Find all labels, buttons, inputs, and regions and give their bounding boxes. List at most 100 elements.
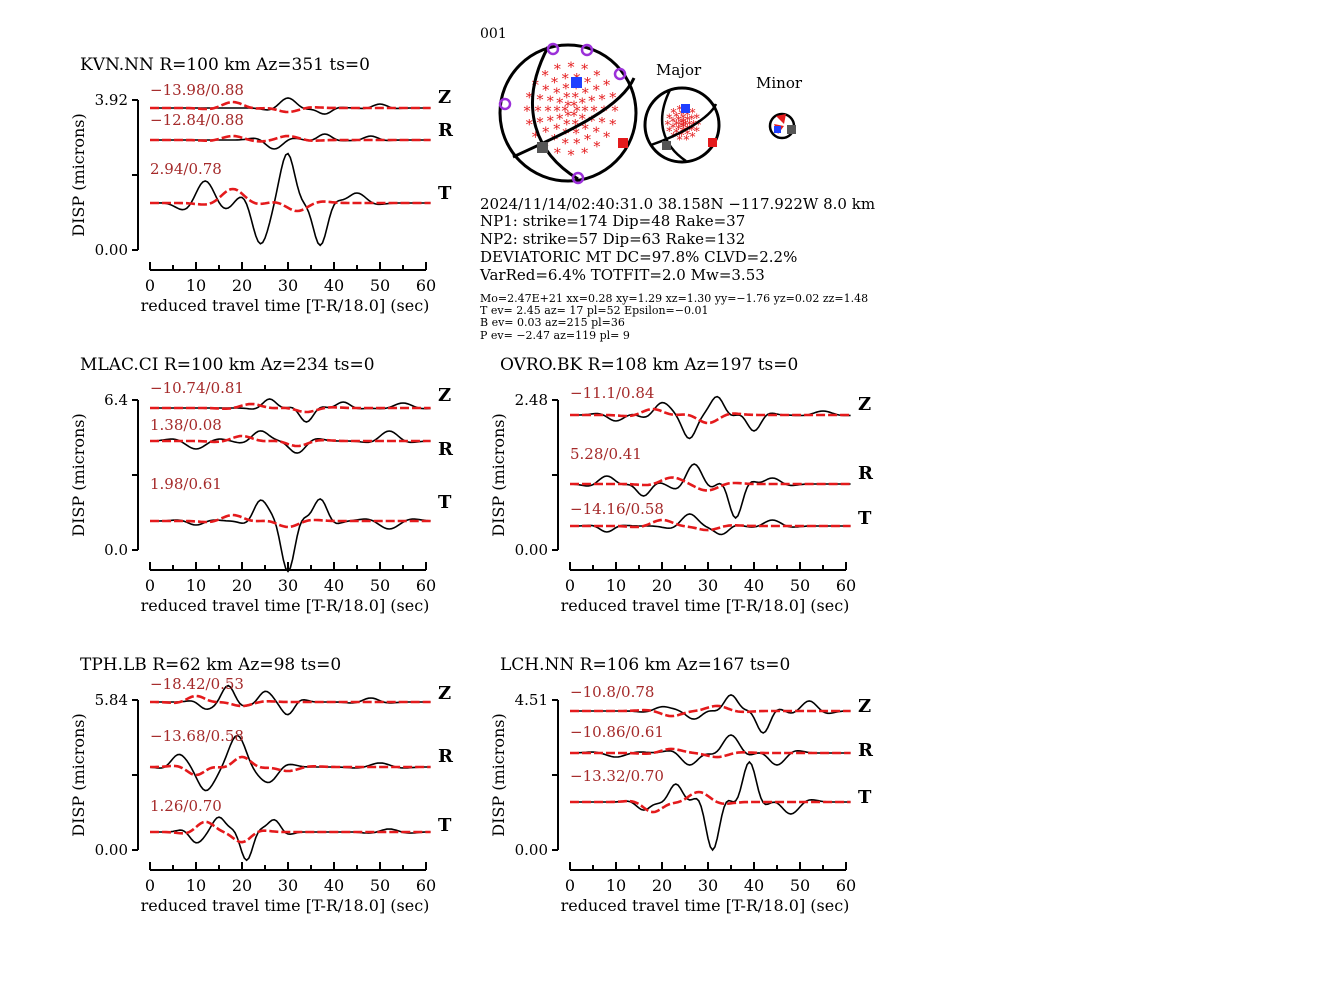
compression-star: *	[582, 86, 589, 102]
synthetic-trace-z	[570, 407, 851, 425]
b-eigenvector-text: B ev= 0.03 az=215 pl=36	[480, 316, 625, 329]
x-axis-label: reduced travel time [T-R/18.0] (sec)	[561, 896, 850, 915]
x-tick-label: 60	[836, 876, 856, 895]
trace-annotation: −10.74/0.81	[150, 379, 244, 397]
deviatoric-text: DEVIATORIC MT DC=97.8% CLVD=2.2%	[480, 248, 797, 266]
compression-star: *	[553, 122, 560, 138]
compression-star: *	[674, 118, 680, 132]
component-label: T	[858, 508, 872, 529]
synthetic-trace-r	[150, 134, 431, 143]
compression-star: *	[551, 133, 558, 149]
compression-star: *	[572, 91, 579, 107]
compression-star: *	[609, 90, 616, 106]
compression-star: *	[684, 109, 690, 123]
x-tick-label: 10	[186, 276, 206, 295]
x-tick-label: 40	[744, 576, 764, 595]
compression-star: *	[676, 123, 682, 137]
compression-star: *	[689, 124, 695, 138]
x-tick-label: 30	[278, 876, 298, 895]
observed-trace-z	[150, 684, 431, 716]
trace-annotation: 1.26/0.70	[150, 797, 222, 815]
station-marker	[498, 97, 512, 111]
compression-star: *	[562, 137, 569, 153]
y-tick-label: 2.48	[515, 391, 548, 409]
x-axis-label: reduced travel time [T-R/18.0] (sec)	[141, 896, 430, 915]
compression-star: *	[678, 117, 684, 131]
compression-star: *	[593, 140, 600, 156]
compression-star: *	[584, 133, 591, 149]
x-tick-label: 50	[370, 576, 390, 595]
compression-star: *	[568, 60, 575, 76]
compression-star: *	[553, 86, 560, 102]
null-axis-marker	[662, 141, 671, 150]
y-tick-label: 3.92	[95, 91, 128, 109]
nodal-plane-2	[512, 77, 636, 159]
observed-trace-r	[150, 133, 431, 150]
compression-star: *	[547, 114, 554, 130]
y-tick-label: 6.4	[104, 391, 128, 409]
compression-stars: **************************************	[665, 103, 701, 147]
compression-star: *	[612, 104, 619, 120]
compression-star: *	[665, 118, 671, 132]
compression-star: *	[603, 78, 610, 94]
compression-star: *	[681, 120, 687, 134]
x-tick-label: 0	[145, 276, 155, 295]
x-tick-label: 10	[606, 576, 626, 595]
compression-star: *	[601, 104, 608, 120]
station-marker	[546, 42, 560, 56]
x-tick-label: 50	[790, 876, 810, 895]
component-label: T	[438, 183, 452, 204]
observed-trace-r	[569, 463, 851, 520]
x-tick-label: 20	[232, 276, 252, 295]
compression-star: *	[581, 146, 588, 162]
x-tick-label: 0	[145, 876, 155, 895]
compression-star: *	[670, 121, 676, 135]
x-tick-label: 40	[324, 576, 344, 595]
nodal-plane-1	[660, 89, 687, 163]
trace-annotation: −13.68/0.58	[150, 727, 244, 745]
trace-annotation: 1.98/0.61	[150, 475, 222, 493]
station-title: LCH.NN R=106 km Az=167 ts=0	[500, 655, 790, 675]
compression-star: *	[681, 116, 687, 130]
x-tick-label: 20	[232, 576, 252, 595]
compression-star: *	[678, 119, 684, 133]
station-marker	[613, 67, 627, 81]
station-title: OVRO.BK R=108 km Az=197 ts=0	[500, 355, 798, 375]
event-parameters: 2024/11/14/02:40:31.0 38.158N −117.922W …	[479, 195, 875, 342]
x-axis-label: reduced travel time [T-R/18.0] (sec)	[141, 296, 430, 315]
compression-star: *	[673, 126, 679, 140]
component-label: R	[438, 746, 454, 767]
component-label: R	[438, 439, 454, 460]
y-tick-label: 0.00	[95, 241, 128, 259]
beachball-minor	[768, 112, 796, 140]
observed-trace-r	[149, 430, 431, 454]
compression-star: *	[666, 111, 672, 125]
compression-star: *	[671, 106, 677, 120]
compression-star: *	[562, 82, 569, 98]
component-label: T	[858, 787, 872, 808]
x-tick-label: 10	[186, 876, 206, 895]
compression-star: *	[526, 118, 533, 134]
compression-star: *	[593, 68, 600, 84]
x-tick-label: 60	[416, 876, 436, 895]
observed-trace-t	[150, 497, 431, 573]
x-tick-label: 30	[278, 276, 298, 295]
trace-annotation: −10.8/0.78	[570, 683, 654, 701]
t-eigenvector-text: T ev= 2.45 az= 17 pl=52 Epsilon=−0.01	[480, 304, 708, 317]
x-tick-label: 0	[565, 876, 575, 895]
x-tick-label: 60	[836, 576, 856, 595]
trace-annotation: −13.98/0.88	[150, 81, 244, 99]
compression-star: *	[556, 96, 563, 112]
nodal-plane-1-text: NP1: strike=174 Dip=48 Rake=37	[480, 212, 745, 230]
synthetic-trace-z	[150, 694, 431, 708]
beachball-main: ***** * ******* * * ********** * * * * ***********…	[498, 42, 638, 185]
compression-star: *	[673, 110, 679, 124]
component-label: R	[858, 463, 874, 484]
x-tick-label: 50	[790, 576, 810, 595]
nodal-plane-2-text: NP2: strike=57 Dip=63 Rake=132	[480, 230, 745, 248]
compression-star: *	[542, 68, 549, 84]
fit-text: VarRed=6.4% TOTFIT=2.0 Mw=3.53	[479, 266, 765, 284]
compression-star: *	[682, 118, 688, 132]
compression-star: *	[591, 104, 598, 120]
compression-star: *	[588, 94, 595, 110]
